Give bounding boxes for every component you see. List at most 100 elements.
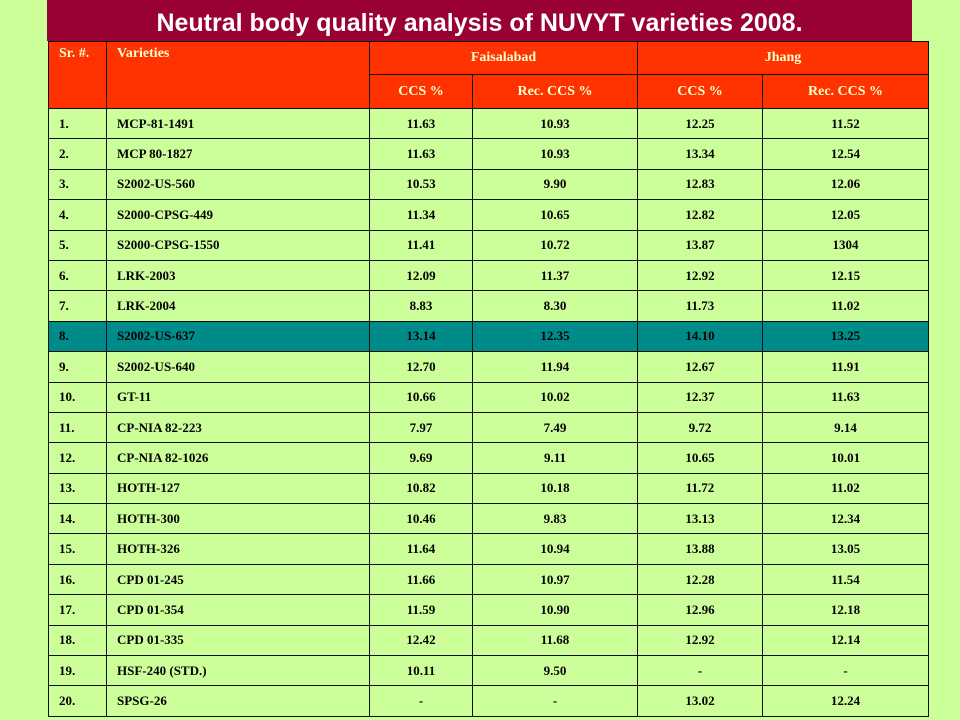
table-row: 14. HOTH-300 10.46 9.83 13.13 12.34 (48, 503, 930, 535)
table-row: 19. HSF-240 (STD.) 10.11 9.50- - (48, 655, 930, 687)
sr-cell: 18. (48, 624, 107, 657)
sr-cell: 6. (48, 259, 107, 292)
variety-cell: S2000-CPSG-1550 (106, 229, 370, 261)
jhang-rec-ccs-cell: 11.91 (762, 351, 930, 383)
table-row: 13. HOTH-127 10.82 10.18 11.72 11.02 (48, 472, 930, 505)
faisalabad-rec-ccs-cell: 9.50 (471, 655, 639, 687)
jhang-ccs-cell: 12.96 (637, 594, 764, 626)
variety-cell: S2002-US-637 (106, 320, 370, 353)
sr-cell: 5. (48, 229, 107, 261)
header-varieties: Varieties (106, 41, 370, 109)
table-row: 1. MCP-81-1491 11.63 10.93 12.25 11.52 (48, 107, 930, 140)
table-row: 16. CPD 01-245 11.66 10.97 12.28 11.54 (48, 563, 930, 596)
faisalabad-ccs-cell: 8.83 (369, 290, 473, 322)
faisalabad-ccs-cell: 7.97 (369, 411, 473, 444)
jhang-ccs-cell: 12.92 (637, 624, 764, 657)
faisalabad-ccs-cell: 12.09 (369, 259, 473, 292)
faisalabad-ccs-cell: 10.66 (369, 381, 473, 413)
table-row: 11. CP-NIA 82-223 7.97 7.49 9.72 9.14 (48, 411, 930, 444)
jhang-ccs-cell: 13.02 (637, 685, 764, 717)
variety-cell: SPSG-26 (106, 685, 370, 717)
table-row: 4. S2000-CPSG-449 11.34 10.65 12.82 12.05 (48, 199, 930, 231)
table-row: 2. MCP 80-1827 11.63 10.93 13.34 12.54 (48, 138, 930, 170)
faisalabad-ccs-cell: 11.59 (369, 594, 473, 626)
jhang-ccs-cell: 11.73 (637, 290, 764, 322)
faisalabad-rec-ccs-cell: 10.72 (471, 229, 639, 261)
faisalabad-rec-ccs-cell: 9.83 (471, 503, 639, 535)
variety-cell: CP-NIA 82-1026 (106, 442, 370, 474)
faisalabad-ccs-cell: 9.69 (369, 442, 473, 474)
table-row: 17. CPD 01-354 11.59 10.90 12.96 12.18 (48, 594, 930, 626)
header-faisalabad-rec-ccs: Rec. CCS % (471, 74, 639, 109)
faisalabad-rec-ccs-cell: 10.94 (471, 533, 639, 565)
faisalabad-ccs-cell: 13.14 (369, 320, 473, 353)
faisalabad-rec-ccs-cell: 9.90 (471, 168, 639, 201)
variety-cell: CPD 01-354 (106, 594, 370, 626)
jhang-rec-ccs-cell: 12.54 (762, 138, 930, 170)
sr-cell: 1. (48, 107, 107, 140)
faisalabad-ccs-cell: 10.53 (369, 168, 473, 201)
sr-cell: 13. (48, 472, 107, 505)
variety-cell: S2000-CPSG-449 (106, 199, 370, 231)
jhang-rec-ccs-cell: 12.14 (762, 624, 930, 657)
variety-cell: CP-NIA 82-223 (106, 411, 370, 444)
header-sr: Sr. #. (48, 41, 107, 109)
jhang-rec-ccs-cell: 13.05 (762, 533, 930, 565)
faisalabad-ccs-cell: 11.64 (369, 533, 473, 565)
table-row: 9. S2002-US-640 12.70 11.94 12.67 11.91 (48, 351, 930, 383)
jhang-ccs-cell: 13.88 (637, 533, 764, 565)
jhang-rec-ccs-cell: 12.18 (762, 594, 930, 626)
jhang-ccs-cell: - (637, 655, 764, 687)
sr-cell: 12. (48, 442, 107, 474)
jhang-ccs-cell: 12.25 (637, 107, 764, 140)
variety-cell: S2002-US-640 (106, 351, 370, 383)
faisalabad-ccs-cell: 12.70 (369, 351, 473, 383)
faisalabad-rec-ccs-cell: 11.94 (471, 351, 639, 383)
variety-cell: CPD 01-335 (106, 624, 370, 657)
faisalabad-ccs-cell: 11.63 (369, 138, 473, 170)
faisalabad-rec-ccs-cell: 10.93 (471, 107, 639, 140)
faisalabad-rec-ccs-cell: 7.49 (471, 411, 639, 444)
sr-cell: 7. (48, 290, 107, 322)
jhang-rec-ccs-cell: 12.05 (762, 199, 930, 231)
table-row: 12. CP-NIA 82-1026 9.69 9.11 10.65 10.01 (48, 442, 930, 474)
jhang-rec-ccs-cell: 12.34 (762, 503, 930, 535)
faisalabad-rec-ccs-cell: 12.35 (471, 320, 639, 353)
table-row: 6. LRK-2003 12.09 11.37 12.92 12.15 (48, 259, 930, 292)
sr-cell: 10. (48, 381, 107, 413)
variety-cell: GT-11 (106, 381, 370, 413)
page-title: Neutral body quality analysis of NUVYT v… (47, 0, 912, 41)
jhang-rec-ccs-cell: - (762, 655, 930, 687)
jhang-rec-ccs-cell: 12.24 (762, 685, 930, 717)
sr-cell: 16. (48, 563, 107, 596)
jhang-ccs-cell: 14.10 (637, 320, 764, 353)
jhang-rec-ccs-cell: 12.06 (762, 168, 930, 201)
jhang-ccs-cell: 12.67 (637, 351, 764, 383)
sr-cell: 2. (48, 138, 107, 170)
jhang-ccs-cell: 12.37 (637, 381, 764, 413)
faisalabad-rec-ccs-cell: 8.30 (471, 290, 639, 322)
variety-cell: LRK-2003 (106, 259, 370, 292)
jhang-rec-ccs-cell: 10.01 (762, 442, 930, 474)
faisalabad-rec-ccs-cell: 10.65 (471, 199, 639, 231)
sr-cell: 17. (48, 594, 107, 626)
faisalabad-ccs-cell: 10.46 (369, 503, 473, 535)
jhang-ccs-cell: 13.13 (637, 503, 764, 535)
table-row: 15. HOTH-326 11.64 10.94 13.88 13.05 (48, 533, 930, 565)
jhang-rec-ccs-cell: 11.02 (762, 290, 930, 322)
sr-cell: 4. (48, 199, 107, 231)
header-jhang: Jhang (637, 41, 930, 75)
faisalabad-rec-ccs-cell: 10.18 (471, 472, 639, 505)
jhang-ccs-cell: 12.28 (637, 563, 764, 596)
jhang-rec-ccs-cell: 11.02 (762, 472, 930, 505)
variety-cell: MCP 80-1827 (106, 138, 370, 170)
faisalabad-rec-ccs-cell: - (471, 685, 639, 717)
faisalabad-ccs-cell: 11.41 (369, 229, 473, 261)
faisalabad-ccs-cell: 11.34 (369, 199, 473, 231)
jhang-rec-ccs-cell: 1304 (762, 229, 930, 261)
variety-cell: HOTH-127 (106, 472, 370, 505)
variety-cell: LRK-2004 (106, 290, 370, 322)
header-jhang-ccs: CCS % (637, 74, 764, 109)
faisalabad-rec-ccs-cell: 10.90 (471, 594, 639, 626)
header-faisalabad: Faisalabad (368, 41, 639, 75)
